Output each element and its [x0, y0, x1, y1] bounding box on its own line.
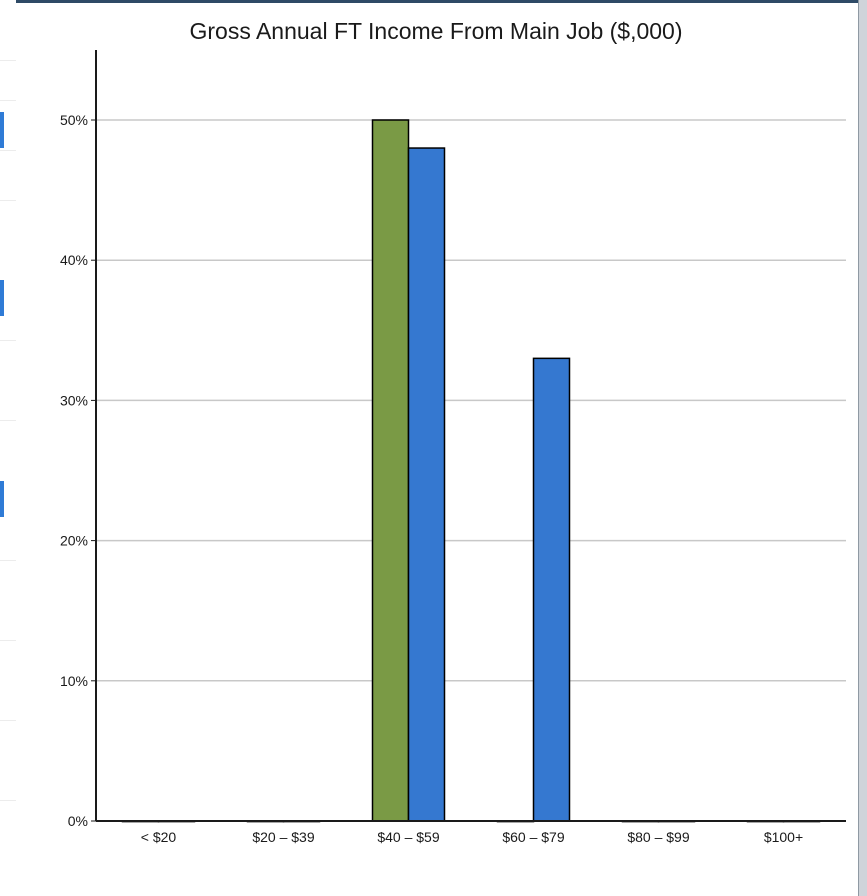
bar [407, 147, 446, 822]
left-gutter [0, 0, 16, 896]
gutter-divider [0, 60, 16, 61]
chart-title: Gross Annual FT Income From Main Job ($,… [189, 18, 683, 44]
grid-lines [96, 119, 846, 682]
bar [532, 357, 571, 822]
y-axis-ticks: 0% 10% 20% 30% 40% 50% [60, 112, 96, 829]
y-tick-label: 30% [60, 392, 88, 408]
gutter-divider [0, 560, 16, 561]
x-tick-label: $100+ [764, 829, 803, 845]
y-tick-label: 50% [60, 112, 88, 128]
x-tick-label: $60 – $79 [502, 829, 564, 845]
gutter-divider [0, 640, 16, 641]
y-tick-label: 0% [68, 813, 88, 829]
window-right-border [858, 0, 859, 896]
window-scrollbar-track[interactable] [859, 0, 867, 896]
x-tick-label: $40 – $59 [377, 829, 439, 845]
bar [371, 119, 410, 822]
bars [121, 119, 821, 823]
y-tick-label: 20% [60, 533, 88, 549]
gutter-divider [0, 340, 16, 341]
gutter-divider [0, 420, 16, 421]
axes [95, 50, 846, 822]
gutter-marker[interactable] [0, 481, 4, 517]
x-tick-label: $20 – $39 [252, 829, 314, 845]
y-tick-label: 40% [60, 252, 88, 268]
gutter-divider [0, 200, 16, 201]
window-top-border [0, 0, 867, 3]
gutter-divider [0, 100, 16, 101]
y-tick-label: 10% [60, 673, 88, 689]
gutter-marker[interactable] [0, 112, 4, 148]
x-tick-label: < $20 [141, 829, 177, 845]
gutter-divider [0, 150, 16, 151]
gutter-marker[interactable] [0, 280, 4, 316]
x-axis-ticks: < $20 $20 – $39 $40 – $59 $60 – $79 $80 – $9… [141, 829, 803, 845]
gutter-divider [0, 800, 16, 801]
x-tick-label: $80 – $99 [627, 829, 689, 845]
gutter-divider [0, 720, 16, 721]
